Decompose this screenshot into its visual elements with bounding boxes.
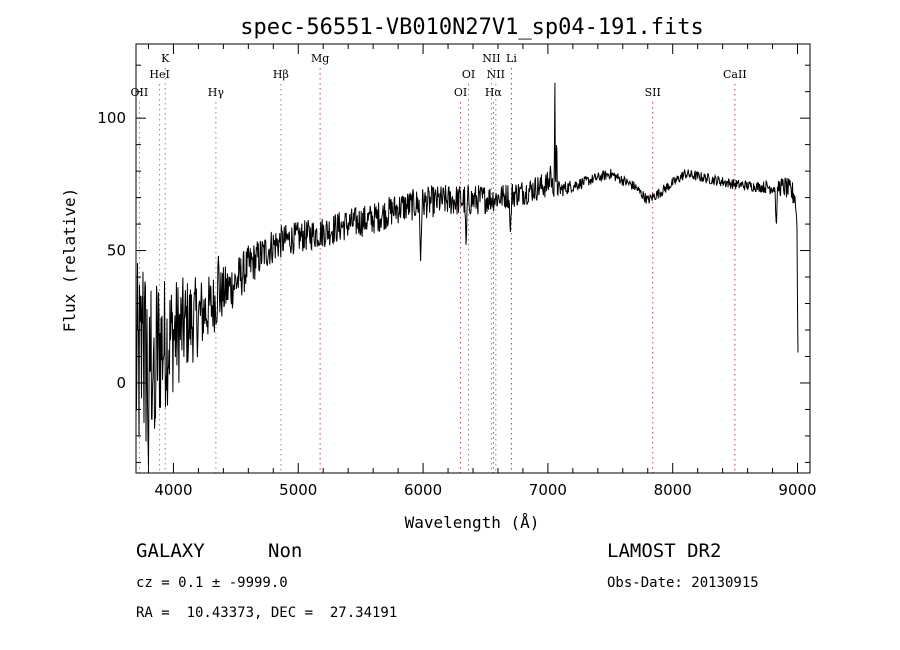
y-tick-label: 100 (97, 109, 126, 127)
chart-title: spec-56551-VB010N27V1_sp04-191.fits (240, 15, 704, 40)
line-marker-label: NII (487, 68, 505, 81)
line-marker-label: Hγ (208, 86, 225, 99)
axes: 4000 5000 6000 7000 8000 9000 0 50 100 (97, 44, 817, 499)
line-marker-label: HeI (149, 68, 169, 81)
x-tick-label: 9000 (778, 481, 816, 499)
x-tick-label: 7000 (529, 481, 567, 499)
line-marker-label: Hα (485, 86, 503, 99)
line-marker-label: NII (482, 52, 500, 65)
object-class: GALAXY (136, 540, 205, 562)
survey-name: LAMOST DR2 (607, 540, 722, 562)
x-tick-label: 5000 (279, 481, 317, 499)
line-marker-label: Li (506, 52, 517, 65)
line-marker-label: SII (645, 86, 661, 99)
line-marker-label: CaII (723, 68, 747, 81)
y-tick-label: 50 (107, 242, 126, 260)
coordinates-text: RA = 10.43373, DEC = 27.34191 (136, 605, 398, 621)
line-marker-label: Mg (311, 52, 329, 65)
object-subclass: Non (268, 540, 303, 562)
line-marker-label: Hβ (273, 68, 289, 81)
spectrum-series (135, 82, 799, 468)
y-tick-label: 0 (116, 374, 126, 392)
obs-date-text: Obs-Date: 20130915 (607, 575, 759, 591)
line-marker-label: OII (131, 86, 149, 99)
plot-frame (135, 43, 811, 474)
y-axis-label: Flux (relative) (60, 188, 79, 333)
line-marker-label: OI (454, 86, 467, 99)
line-marker-label: K (161, 52, 170, 65)
line-marker-label: OI (462, 68, 475, 81)
spectrum-line (135, 82, 799, 468)
x-axis-label: Wavelength (Å) (405, 513, 540, 532)
x-tick-label: 4000 (154, 481, 192, 499)
x-tick-label: 6000 (404, 481, 442, 499)
x-tick-label: 8000 (654, 481, 692, 499)
redshift-text: cz = 0.1 ± -9999.0 (136, 575, 288, 591)
